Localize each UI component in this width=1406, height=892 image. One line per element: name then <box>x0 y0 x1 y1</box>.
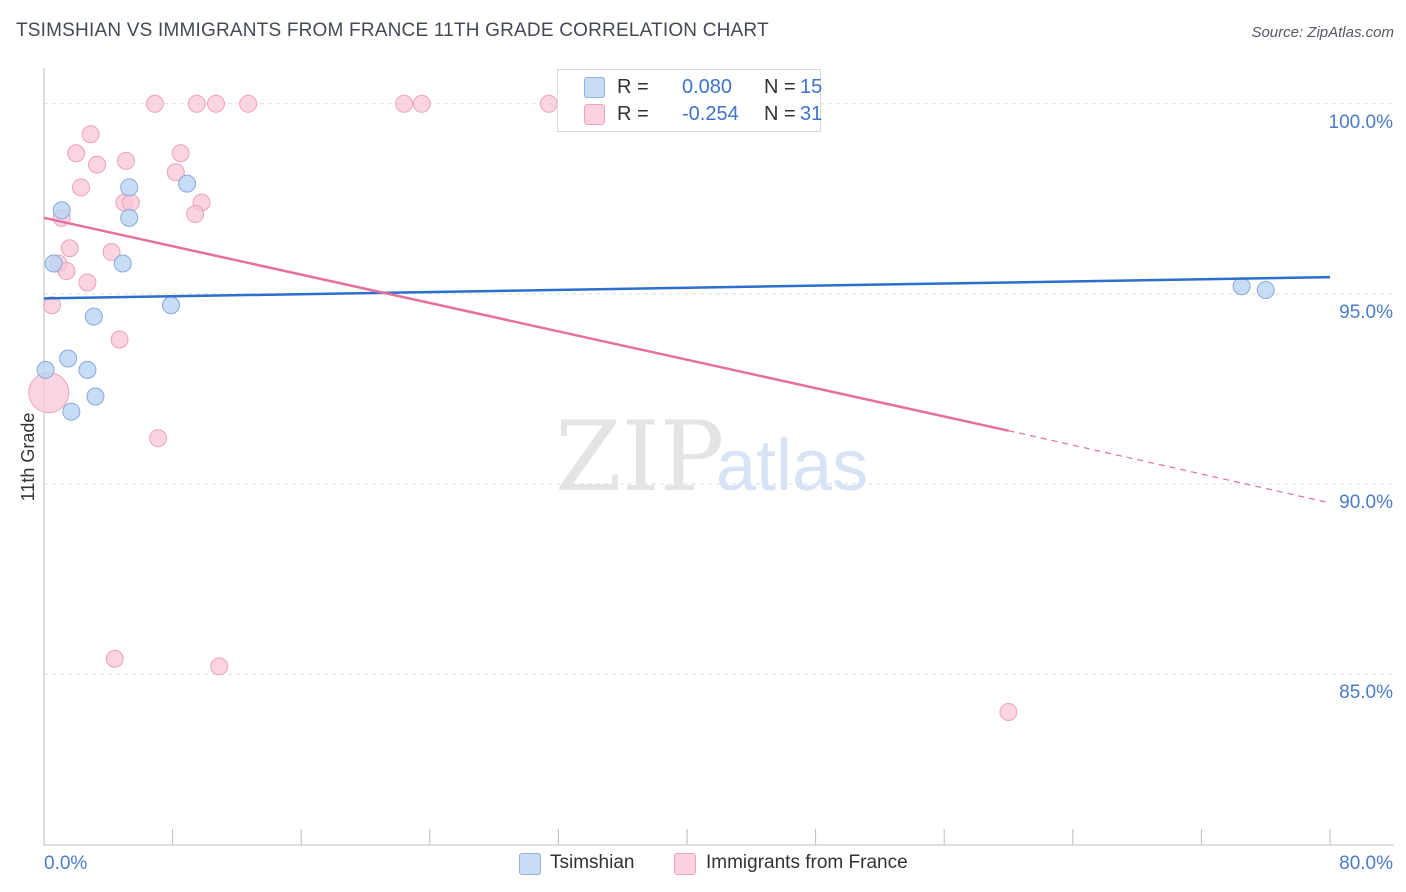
trendline-tsimshian <box>43 275 1331 300</box>
point-immigrants-from-france <box>110 330 129 349</box>
point-immigrants-from-france <box>121 193 140 212</box>
trend-lines <box>43 216 1331 504</box>
series-immigrants-from-france <box>28 94 1018 721</box>
point-tsimshian <box>62 402 81 421</box>
bottom-legend-swatch-france <box>674 853 696 875</box>
point-immigrants-from-france <box>210 657 229 676</box>
point-tsimshian <box>84 307 103 326</box>
point-immigrants-from-france <box>43 296 62 315</box>
point-tsimshian <box>161 296 180 315</box>
point-immigrants-from-france <box>67 144 86 163</box>
legend-swatch-tsimshian <box>584 77 605 98</box>
point-tsimshian <box>1256 281 1275 300</box>
point-immigrants-from-france <box>171 144 190 163</box>
point-tsimshian <box>36 360 55 379</box>
point-immigrants-from-france <box>102 243 121 262</box>
y-tick-label: 100.0% <box>1329 112 1394 133</box>
y-tick-label: 85.0% <box>1339 682 1393 703</box>
legend-swatch-france <box>584 104 605 125</box>
point-tsimshian <box>120 178 139 197</box>
point-tsimshian <box>86 387 105 406</box>
y-tick-label: 90.0% <box>1339 492 1393 513</box>
y-tick-label: 95.0% <box>1339 302 1393 323</box>
point-immigrants-from-france <box>412 94 431 113</box>
point-immigrants-from-france <box>81 125 100 144</box>
point-immigrants-from-france <box>78 273 97 292</box>
legend-r-label: R = <box>617 102 649 125</box>
point-immigrants-from-france <box>207 94 226 113</box>
point-immigrants-from-france <box>60 239 79 258</box>
point-tsimshian <box>1232 277 1251 296</box>
bottom-legend-label-tsimshian: Tsimshian <box>550 852 635 873</box>
axes <box>43 68 1394 846</box>
legend-r-value: 0.080 <box>682 75 733 98</box>
chart-title: TSIMSHIAN VS IMMIGRANTS FROM FRANCE 11TH… <box>16 20 769 41</box>
point-immigrants-from-france <box>116 151 135 170</box>
legend-r-value: -0.254 <box>682 102 739 125</box>
trendline-france-extrapolated <box>1008 430 1331 504</box>
point-immigrants-from-france <box>88 155 107 174</box>
point-tsimshian <box>113 254 132 273</box>
point-tsimshian <box>120 208 139 227</box>
point-immigrants-from-france <box>239 94 258 113</box>
point-immigrants-from-france <box>28 372 70 414</box>
point-immigrants-from-france <box>999 702 1018 721</box>
stats-legend: R = 0.080 N = 15 R = -0.254 N = 31 <box>557 69 823 132</box>
series-tsimshian <box>36 174 1275 421</box>
bottom-legend-swatch-tsimshian <box>519 853 541 875</box>
tick-labels: 100.0% 95.0% 90.0% 85.0% 0.0% 80.0% <box>44 112 1393 874</box>
point-immigrants-from-france <box>395 94 414 113</box>
source-label: Source: ZipAtlas.com <box>1251 24 1394 41</box>
point-tsimshian <box>78 360 97 379</box>
point-immigrants-from-france <box>186 205 205 224</box>
bottom-legend-label-france: Immigrants from France <box>706 852 908 873</box>
point-immigrants-from-france <box>145 94 164 113</box>
gridlines <box>44 103 1394 675</box>
point-tsimshian <box>44 254 63 273</box>
point-immigrants-from-france <box>149 429 168 448</box>
point-immigrants-from-france <box>166 163 185 182</box>
legend-n-value: 15 <box>800 75 823 98</box>
legend-n-value: 31 <box>800 102 823 125</box>
point-immigrants-from-france <box>71 178 90 197</box>
legend-n-label: N = <box>764 102 796 125</box>
legend-r-label: R = <box>617 75 649 98</box>
point-tsimshian <box>178 174 197 193</box>
legend-n-label: N = <box>764 75 796 98</box>
x-tick-label: 0.0% <box>44 853 87 874</box>
point-immigrants-from-france <box>105 649 124 668</box>
point-immigrants-from-france <box>539 94 558 113</box>
x-tick-label: 80.0% <box>1339 853 1393 874</box>
watermark-atlas: atlas <box>716 426 868 506</box>
point-tsimshian <box>59 349 78 368</box>
point-tsimshian <box>52 201 71 220</box>
watermark-zip: ZIP <box>555 401 724 513</box>
point-immigrants-from-france <box>187 94 206 113</box>
y-axis-label: 11th Grade <box>18 413 38 502</box>
trendline-france <box>43 216 1009 432</box>
